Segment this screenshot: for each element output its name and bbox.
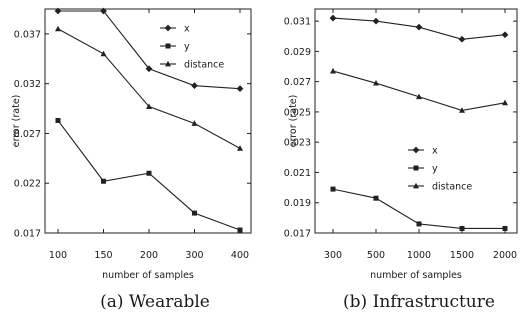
data-point-distance	[416, 93, 422, 100]
data-point-y	[373, 195, 379, 201]
legend-marker	[164, 24, 172, 32]
y-tick-label: 0.019	[284, 198, 311, 209]
legend-entry-x: x	[408, 146, 438, 157]
series-line-distance	[332, 70, 506, 111]
series-distance	[330, 67, 508, 113]
legend-label: y	[184, 42, 190, 53]
data-point-x	[372, 17, 380, 25]
y-tick-label: 0.023	[284, 138, 311, 149]
y-tick-label: 0.025	[284, 107, 311, 118]
y-tick-label: 0.037	[14, 29, 41, 40]
legend-entry-distance: distance	[408, 182, 472, 193]
data-point-distance	[55, 25, 61, 32]
series-y	[330, 186, 508, 231]
data-point-distance	[459, 107, 465, 113]
data-point-y	[330, 186, 336, 192]
data-point-y	[237, 227, 243, 233]
data-point-x	[415, 23, 423, 31]
data-point-distance	[373, 79, 379, 86]
series-line-x	[58, 10, 241, 90]
data-point-y	[101, 178, 106, 184]
x-tick-label: 1000	[407, 250, 431, 261]
series-distance	[55, 25, 243, 151]
legend-marker	[413, 182, 419, 189]
data-point-distance	[237, 145, 243, 151]
legend-marker	[413, 165, 419, 171]
y-tick-label: 0.027	[284, 77, 311, 88]
y-tick-label: 0.017	[284, 229, 311, 240]
x-tick-label: 400	[231, 250, 249, 261]
x-tick-label: 300	[185, 250, 203, 261]
chart-panel-a: 0.017 0.022 0.027 0.032 0.037 100 150 200 300 400…	[11, 7, 252, 312]
data-point-distance	[330, 67, 336, 74]
y-tick-label: 0.031	[284, 17, 311, 28]
legend-entry-y: y	[408, 164, 438, 175]
x-tick-label: 300	[324, 250, 342, 261]
legend-marker	[412, 146, 420, 154]
data-point-x	[191, 82, 198, 90]
legend-entry-distance: distance	[160, 60, 224, 71]
panel-caption: (b) Infrastructure	[343, 292, 495, 312]
legend-entry-x: x	[160, 24, 190, 35]
x-tick-label: 2000	[493, 250, 517, 261]
legend-label: distance	[432, 182, 472, 193]
data-point-x	[236, 85, 244, 93]
data-point-y	[416, 221, 422, 227]
plot-frame	[314, 8, 518, 234]
data-point-x	[145, 65, 153, 73]
legend-marker	[165, 60, 171, 67]
panel-caption: (a) Wearable	[100, 292, 210, 312]
x-tick-label: 1500	[450, 250, 474, 261]
x-tick-label: 200	[140, 250, 158, 261]
chart-panel-b: 0.017 0.019 0.021 0.023 0.025 0.027 0.029 0.031…	[284, 8, 518, 312]
data-point-y	[55, 118, 61, 124]
legend-marker	[165, 43, 171, 49]
plot-frame	[44, 8, 252, 234]
y-tick-label: 0.029	[284, 47, 311, 58]
x-axis-label: number of samples	[370, 270, 462, 281]
x-tick-label: 500	[367, 250, 385, 261]
data-point-x	[458, 35, 466, 43]
data-point-x	[501, 31, 509, 39]
data-point-y	[459, 225, 465, 231]
y-tick-label: 0.022	[14, 179, 41, 190]
legend-label: x	[432, 146, 438, 157]
x-tick-label: 100	[49, 250, 67, 261]
data-point-distance	[100, 50, 107, 57]
data-point-x	[54, 7, 62, 15]
series-x	[329, 14, 509, 43]
y-tick-label: 0.032	[14, 79, 41, 90]
legend-label: x	[184, 24, 190, 35]
data-point-x	[100, 7, 107, 15]
data-point-distance	[146, 103, 152, 109]
data-point-y	[192, 210, 197, 216]
data-point-y	[146, 170, 152, 176]
legend-label: distance	[184, 60, 224, 71]
series-x	[54, 7, 244, 93]
data-point-distance	[191, 120, 198, 126]
y-tick-label: 0.027	[14, 129, 41, 140]
y-axis-label: error (rate)	[288, 95, 299, 148]
legend-entry-y: y	[160, 42, 190, 53]
y-tick-label: 0.021	[284, 168, 311, 179]
series-y	[55, 118, 243, 233]
legend-label: y	[432, 164, 438, 175]
data-point-y	[502, 225, 508, 231]
data-point-x	[329, 14, 337, 22]
series-line-distance	[57, 28, 241, 149]
x-tick-label: 150	[94, 250, 112, 261]
data-point-distance	[502, 99, 508, 106]
y-tick-label: 0.017	[14, 229, 41, 240]
y-axis-label: error (rate)	[11, 95, 22, 148]
x-axis-label: number of samples	[102, 270, 194, 281]
